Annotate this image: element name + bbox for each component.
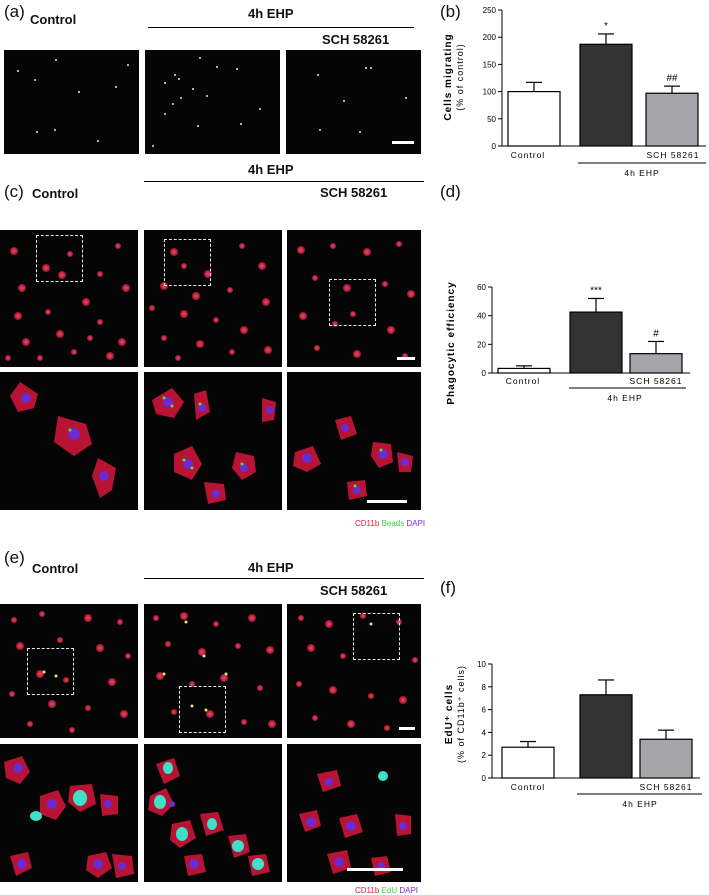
chart-b-bar-2 (645, 92, 699, 147)
legend-e-cd11b: CD11b (355, 886, 380, 895)
chart-d-ytick-label: 40 (477, 312, 486, 321)
header-sch-c: SCH 58261 (320, 185, 388, 200)
legend-e-edu: EdU (381, 886, 398, 895)
chart-b-annotation: ## (666, 73, 678, 84)
micrograph-a-sch (286, 50, 421, 154)
scale-bar-a (392, 141, 414, 144)
legend-c: CD11b Beads DAPI (355, 519, 425, 528)
micrograph-c-sch (287, 230, 421, 367)
micrograph-a-control (4, 50, 139, 154)
chart-b-ytick-label: 250 (483, 6, 497, 15)
chart-d-annotation: # (653, 328, 659, 339)
chart-d: Phagocytic efficiency 0 20 40 60 *** # Contr… (446, 281, 690, 405)
condition-line-a (148, 27, 414, 28)
chart-d-ytick-label: 20 (477, 340, 486, 349)
header-sch-e: SCH 58261 (320, 583, 388, 598)
chart-d-bar-0 (497, 367, 551, 374)
scale-bar-c-bottom (367, 500, 407, 503)
panel-label-c: (c) (4, 182, 24, 201)
micrograph-c-control-zoom (0, 372, 138, 510)
chart-b: Cells migrating (% of control) 0 50 100 150… (443, 6, 706, 178)
chart-f-xlabel-sch: SCH 58261 (640, 782, 693, 792)
chart-b-ytick-label: 200 (483, 33, 497, 42)
chart-b-ytick-label: 0 (492, 142, 497, 151)
micrograph-c-ehp-zoom (144, 372, 282, 510)
chart-b-annotation: * (604, 21, 608, 32)
header-ehp-c: 4h EHP (248, 162, 294, 177)
chart-b-bar-0 (507, 90, 561, 147)
chart-d-xlabel-sch: SCH 58261 (630, 376, 683, 386)
chart-f-ytick-label: 6 (482, 706, 487, 715)
micrograph-c-control (0, 230, 138, 367)
header-sch-a: SCH 58261 (322, 32, 390, 47)
legend-c-beads: Beads (381, 519, 405, 528)
inset-box-e-control (27, 648, 74, 695)
chart-b-xlabel-group: 4h EHP (624, 168, 659, 178)
micrograph-e-ehp-zoom (144, 744, 282, 882)
header-ehp-a: 4h EHP (248, 6, 294, 21)
chart-d-xlabel-group: 4h EHP (607, 393, 642, 403)
micrograph-c-sch-zoom (287, 372, 421, 510)
micrograph-e-sch-zoom (287, 744, 421, 882)
condition-line-c (144, 181, 424, 182)
legend-e: CD11b EdU DAPI (355, 886, 418, 895)
header-control-a: Control (30, 12, 77, 27)
legend-c-dapi: DAPI (406, 519, 426, 528)
chart-f-ytick-label: 10 (477, 660, 486, 669)
header-ehp-e: 4h EHP (248, 560, 294, 575)
chart-d-bar-1 (569, 311, 623, 374)
chart-b-xlabel-sch: SCH 58261 (647, 150, 700, 160)
panel-label-f: (f) (440, 578, 457, 597)
chart-b-ylabel: Cells migrating (443, 33, 454, 120)
chart-f-ytick-label: 4 (482, 728, 487, 737)
chart-b-xlabel-control: Control (511, 150, 545, 160)
panel-label-d: (d) (440, 182, 461, 201)
condition-line-e (144, 578, 424, 579)
micrograph-e-sch (287, 604, 421, 738)
chart-f: EdU⁺ cells (% of CD11b⁺ cells) 0 2 4 6 8 10 C… (444, 660, 702, 809)
chart-f-bar-2 (639, 738, 693, 779)
chart-d-annotation: *** (590, 285, 602, 296)
panel-label-a: (a) (4, 2, 25, 21)
scale-bar-e-bottom (347, 868, 403, 871)
chart-f-ytick-label: 0 (482, 774, 487, 783)
micrograph-e-control (0, 604, 138, 738)
micrograph-c-ehp (144, 230, 282, 367)
chart-d-ylabel: Phagocytic efficiency (446, 281, 457, 404)
micrograph-e-control-zoom (0, 744, 138, 882)
chart-b-ytick-label: 100 (483, 88, 497, 97)
chart-f-ylabel2: (% of CD11b⁺ cells) (456, 665, 466, 763)
chart-f-bar-1 (579, 694, 633, 779)
inset-box-c-ehp (164, 239, 211, 286)
inset-box-e-ehp (179, 686, 226, 733)
chart-f-ylabel: EdU⁺ cells (444, 684, 455, 744)
micrograph-a-ehp (145, 50, 280, 154)
chart-b-ylabel2: (% of control) (455, 43, 465, 111)
chart-b-bar-1 (579, 43, 633, 147)
chart-f-ytick-label: 8 (482, 683, 487, 692)
chart-f-bar-0 (501, 746, 555, 779)
header-control-c: Control (32, 186, 79, 201)
chart-f-xlabel-group: 4h EHP (622, 799, 657, 809)
legend-e-dapi: DAPI (399, 886, 419, 895)
inset-box-c-sch (329, 279, 376, 326)
scale-bar-c-top (397, 357, 415, 360)
chart-b-ytick-label: 50 (487, 115, 496, 124)
chart-d-xlabel-control: Control (506, 376, 540, 386)
chart-d-bar-2 (629, 353, 683, 374)
chart-f-xlabel-control: Control (511, 782, 545, 792)
legend-c-cd11b: CD11b (355, 519, 380, 528)
panel-label-b: (b) (440, 2, 461, 21)
chart-b-ylabels: Cells migrating (% of control) (443, 33, 465, 120)
chart-d-ytick-label: 60 (477, 283, 486, 292)
inset-box-c-control (36, 235, 83, 282)
inset-box-e-sch (353, 613, 400, 660)
header-control-e: Control (32, 561, 79, 576)
scale-bar-e-top (399, 727, 415, 730)
chart-b-ytick-label: 150 (483, 60, 497, 69)
chart-f-ytick-label: 2 (482, 751, 487, 760)
micrograph-e-ehp (144, 604, 282, 738)
chart-d-ytick-label: 0 (482, 369, 487, 378)
panel-label-e: (e) (4, 548, 25, 567)
